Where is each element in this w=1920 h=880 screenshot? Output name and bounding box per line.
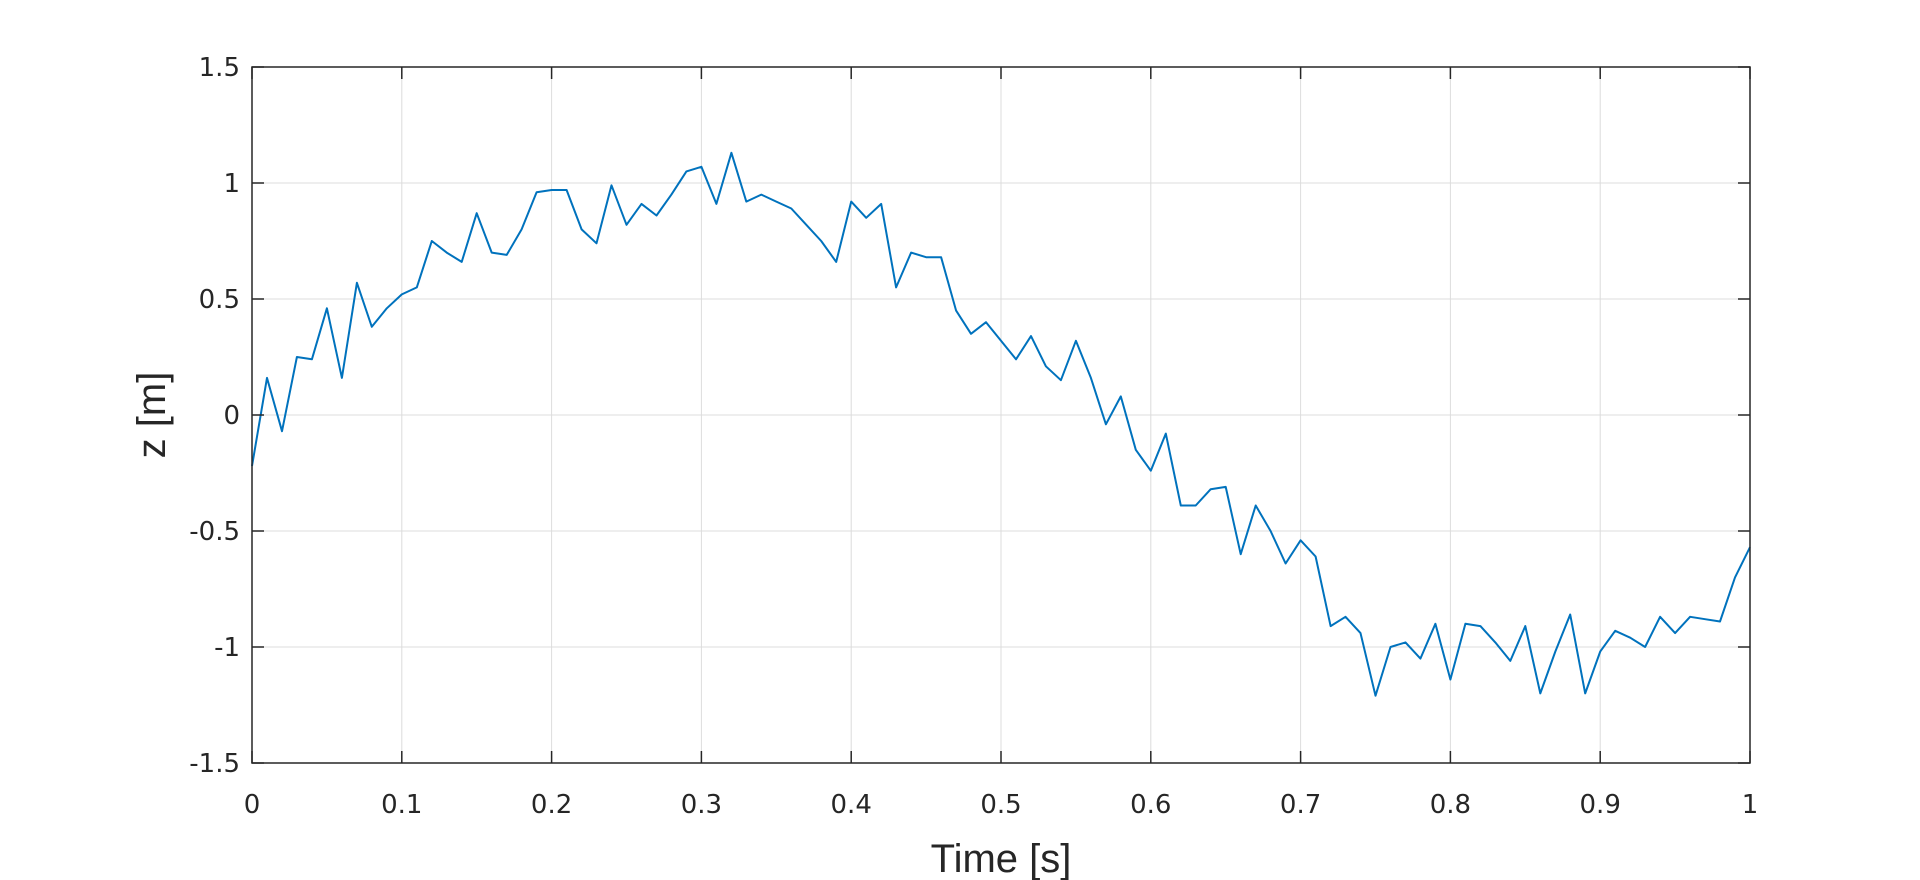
x-tick-label: 0.2 — [531, 790, 572, 820]
y-axis-label: z [m] — [130, 372, 174, 459]
x-tick-label: 0.5 — [980, 790, 1021, 820]
ticks — [251, 66, 1751, 764]
x-tick-label: 0.8 — [1430, 790, 1471, 820]
x-axis-label: Time [s] — [931, 837, 1072, 880]
x-tick-label: 0.3 — [681, 790, 722, 820]
tick-labels: 0 0.1 0.2 0.3 0.4 0.5 0.6 0.7 0.8 0.9 1 1.5 1 0.5 0 -0.… — [189, 53, 1758, 820]
x-tick-label: 1 — [1742, 790, 1759, 820]
x-tick-label: 0.6 — [1130, 790, 1171, 820]
x-tick-label: 0.9 — [1580, 790, 1621, 820]
y-tick-label: -0.5 — [189, 517, 240, 547]
grid — [251, 66, 1751, 764]
y-tick-label: 1.5 — [199, 53, 240, 83]
x-tick-label: 0.7 — [1280, 790, 1321, 820]
y-tick-label: -1.5 — [189, 749, 240, 779]
y-tick-label: 1 — [223, 169, 240, 199]
y-tick-label: -1 — [214, 633, 240, 663]
x-tick-label: 0.1 — [381, 790, 422, 820]
series-line-0 — [251, 151, 1751, 697]
y-tick-label: 0.5 — [199, 285, 240, 315]
y-tick-label: 0 — [223, 401, 240, 431]
x-tick-label: 0 — [244, 790, 261, 820]
plot-area — [251, 151, 1751, 697]
x-tick-label: 0.4 — [831, 790, 872, 820]
